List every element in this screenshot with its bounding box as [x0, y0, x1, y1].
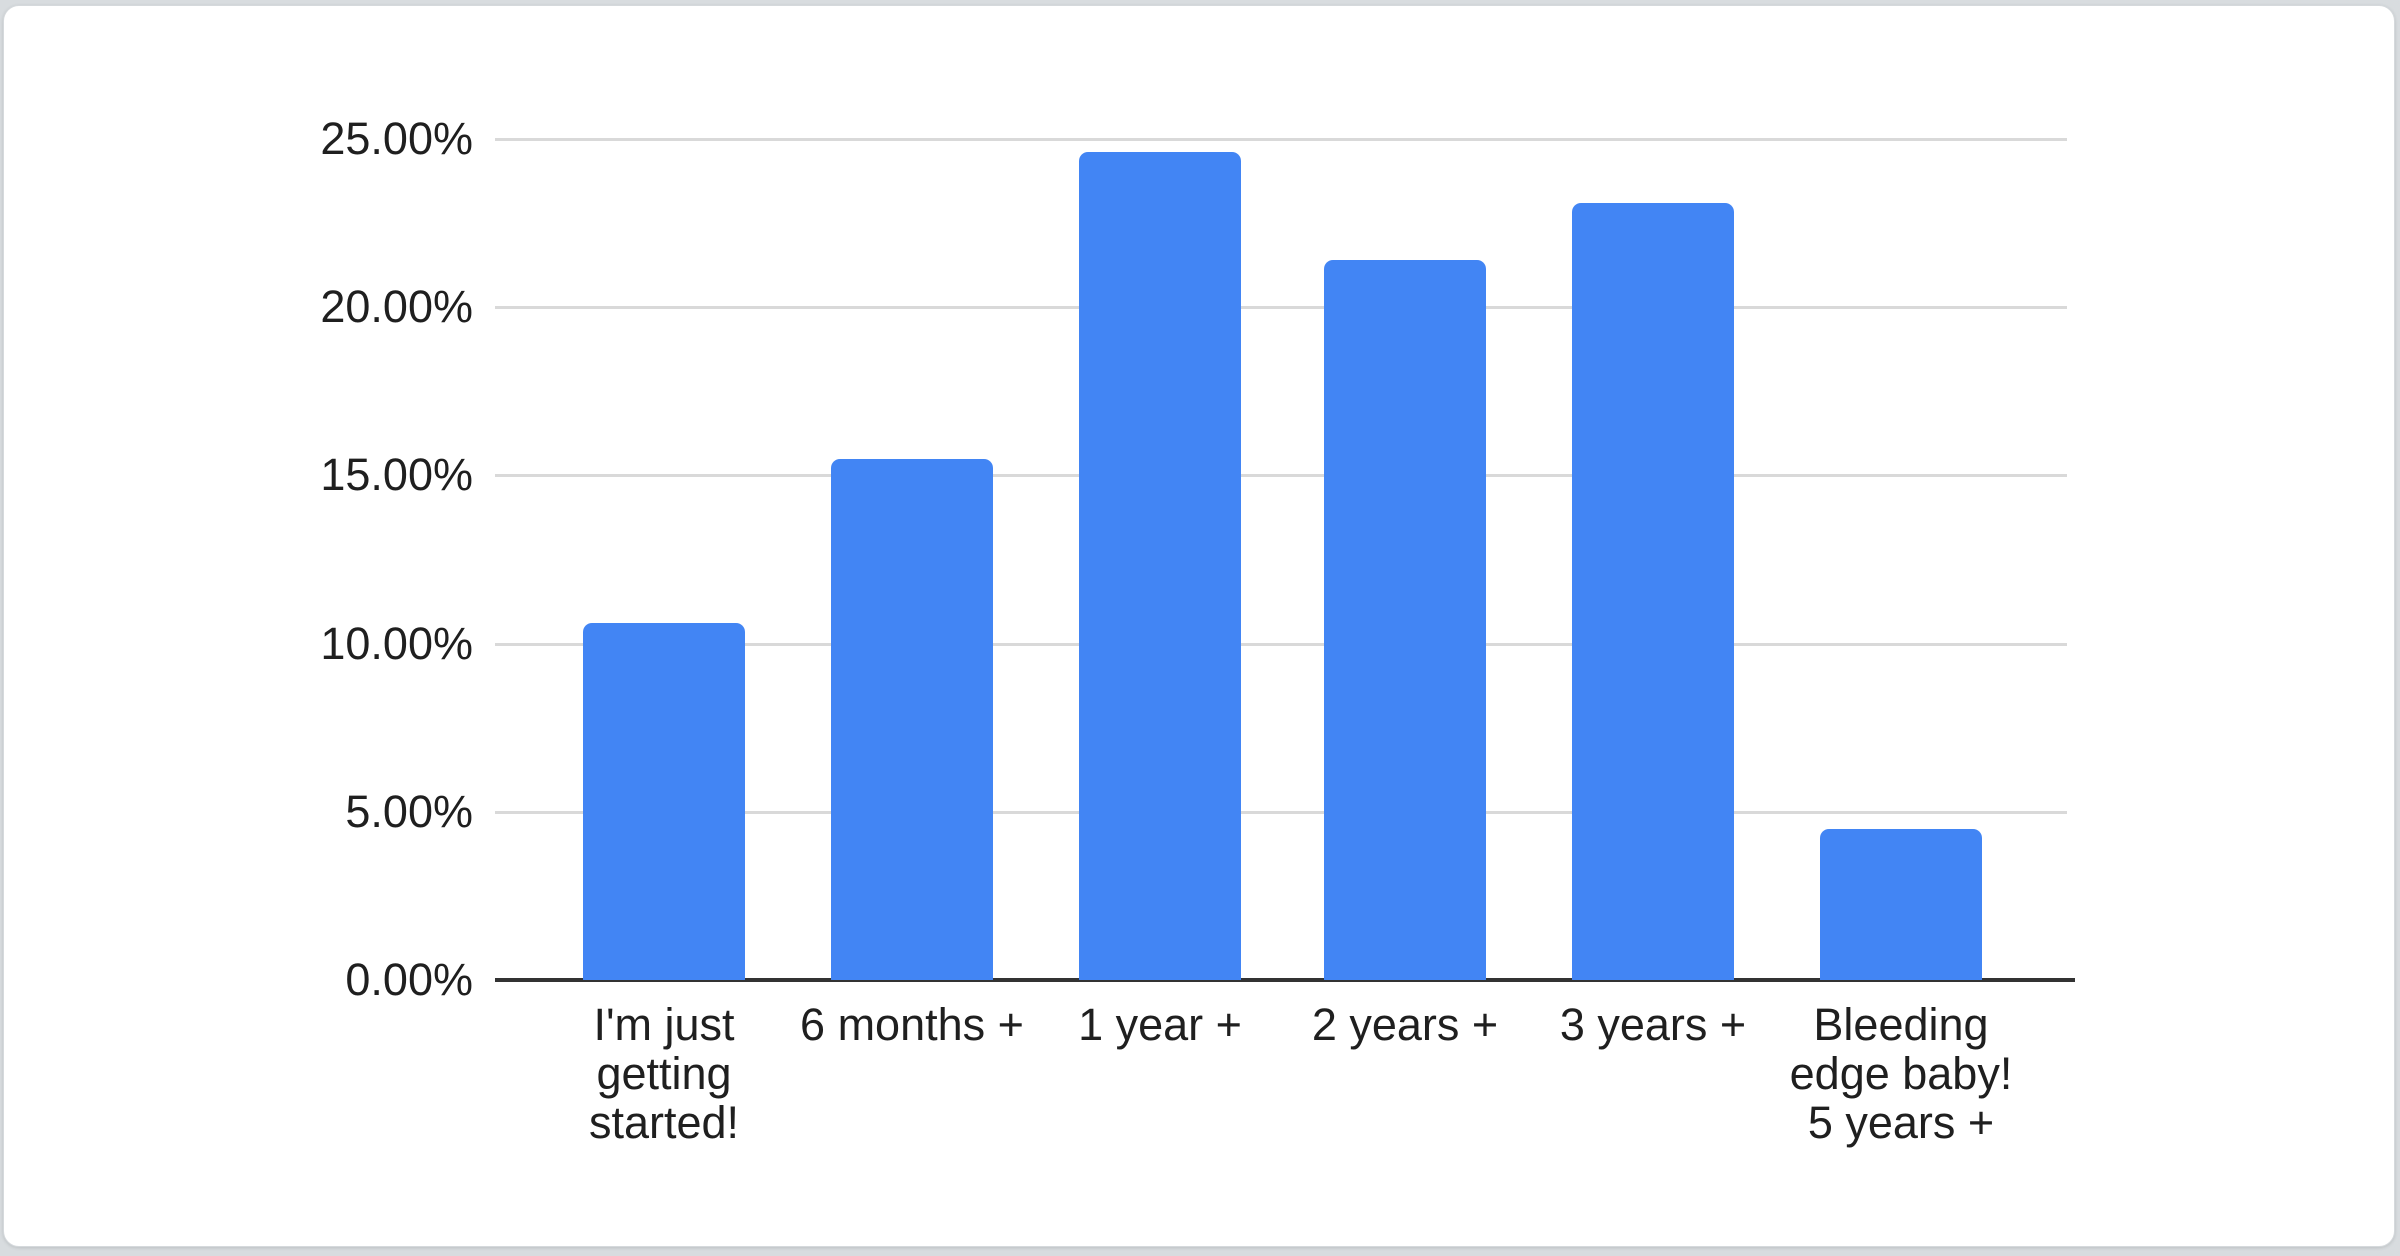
bar-4[interactable]	[1324, 260, 1486, 980]
x-axis-category-label: Bleeding edge baby! 5 years +	[1789, 999, 2013, 1148]
gridline	[495, 642, 2067, 646]
x-axis-category-label: I'm just getting started!	[588, 999, 740, 1148]
y-axis-tick-label: 20.00%	[320, 281, 473, 333]
gridline	[495, 474, 2067, 478]
bar-1[interactable]	[583, 623, 745, 980]
bar-3[interactable]	[1079, 152, 1241, 980]
y-axis-tick-label: 10.00%	[320, 617, 473, 669]
bar-5[interactable]	[1572, 202, 1734, 980]
x-axis-category-label: 6 months +	[800, 999, 1024, 1050]
y-axis-tick-label: 15.00%	[320, 449, 473, 501]
y-axis-tick-label: 25.00%	[320, 113, 473, 164]
gridline	[495, 810, 2067, 814]
bar-2[interactable]	[831, 458, 993, 980]
x-axis-baseline	[495, 978, 2075, 982]
y-axis-tick-label: 0.00%	[345, 954, 473, 1005]
gridline	[495, 138, 2067, 141]
gridline	[495, 306, 2067, 310]
y-axis-tick-label: 5.00%	[345, 785, 473, 837]
bar-6[interactable]	[1820, 828, 1982, 980]
x-axis-category-label: 1 year +	[1078, 999, 1242, 1050]
x-axis-category-label: 2 years +	[1311, 999, 1499, 1050]
x-axis-category-label: 3 years +	[1559, 999, 1747, 1050]
